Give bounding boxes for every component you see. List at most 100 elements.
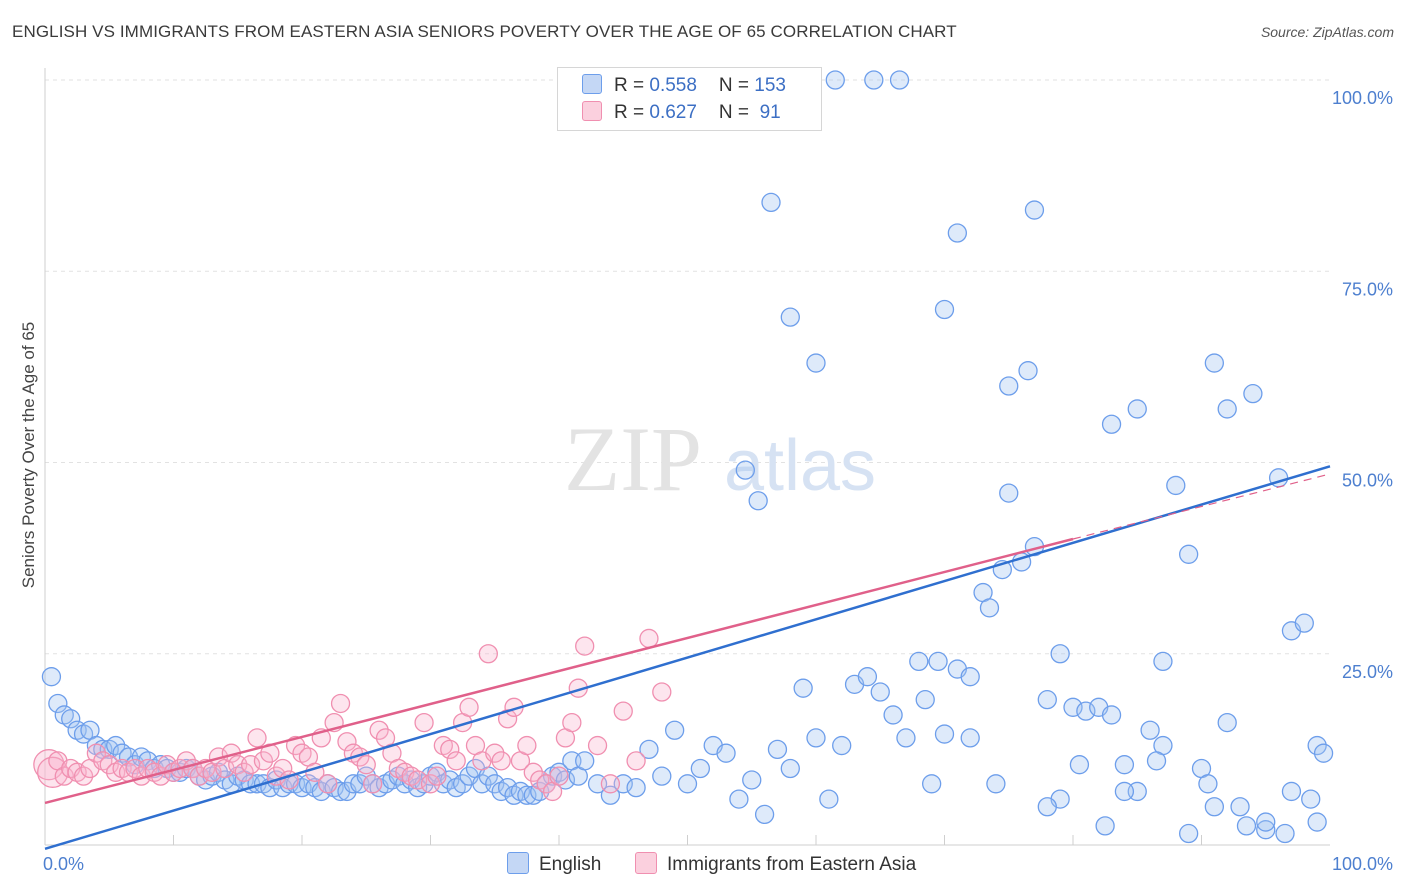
data-point <box>1236 816 1257 836</box>
legend-swatch-english <box>507 852 529 874</box>
data-point <box>1146 751 1167 771</box>
data-point <box>253 751 274 771</box>
data-point <box>979 598 1000 618</box>
data-point <box>742 770 762 790</box>
data-point <box>1114 755 1135 775</box>
series-english-points <box>41 70 1334 844</box>
correlation-legend: R = 0.558 N = 153 R = 0.627 N = 91 <box>557 67 822 131</box>
data-point <box>883 705 903 725</box>
data-point <box>1301 789 1321 809</box>
data-point <box>748 491 768 511</box>
data-point <box>41 667 62 687</box>
data-point <box>832 735 852 756</box>
data-point <box>1037 690 1057 710</box>
data-point <box>1179 823 1199 844</box>
legend-item-english[interactable]: English <box>507 852 601 878</box>
legend-item-eastern-asia[interactable]: Immigrants from Eastern Asia <box>635 852 916 878</box>
y-axis-title: Seniors Poverty Over the Age of 65 <box>19 321 38 589</box>
x-tick-label-start: 0.0% <box>43 854 84 874</box>
data-point <box>999 483 1019 503</box>
data-point <box>1256 812 1276 832</box>
data-point <box>523 762 543 782</box>
data-point <box>767 739 788 760</box>
data-point <box>1101 414 1122 434</box>
data-point <box>793 678 813 698</box>
data-point <box>427 766 447 786</box>
data-point <box>1179 544 1199 564</box>
data-point <box>986 774 1006 794</box>
data-point <box>1069 755 1090 775</box>
data-point <box>1204 797 1224 817</box>
data-point <box>1307 735 1327 756</box>
data-point <box>1101 705 1122 725</box>
data-point <box>1307 812 1327 832</box>
data-point <box>414 712 434 733</box>
data-point <box>247 728 267 748</box>
data-point <box>1198 774 1218 794</box>
n-value: 91 <box>754 102 781 123</box>
source-label: Source: ZipAtlas.com <box>1260 24 1394 40</box>
data-point <box>1095 816 1115 836</box>
data-point <box>337 732 357 752</box>
data-point <box>48 693 68 714</box>
series-legend: English Immigrants from Eastern Asia <box>0 852 1406 878</box>
trend-line <box>44 537 1074 805</box>
data-point <box>780 758 800 779</box>
data-point <box>497 709 518 729</box>
data-point <box>934 299 955 320</box>
legend-label-eastern-asia: Immigrants from Eastern Asia <box>667 854 917 875</box>
data-point <box>356 766 376 786</box>
data-point <box>1050 644 1070 664</box>
data-point <box>626 777 646 798</box>
data-point <box>575 751 595 771</box>
legend-swatch-eastern-asia <box>582 101 602 121</box>
data-point <box>86 743 107 763</box>
data-point <box>690 758 710 779</box>
data-point <box>1037 797 1057 817</box>
data-point <box>517 735 537 756</box>
data-point <box>999 376 1019 396</box>
y-tick-label: 75.0% <box>1342 279 1393 299</box>
data-point <box>587 735 608 756</box>
data-point <box>639 628 659 649</box>
data-point <box>639 739 659 760</box>
data-point <box>600 774 621 794</box>
n-value: 153 <box>754 75 786 96</box>
watermark-atlas: atlas <box>724 426 876 506</box>
data-point <box>754 804 775 825</box>
chart-title: ENGLISH VS IMMIGRANTS FROM EASTERN ASIA … <box>12 22 957 41</box>
legend-swatch-eastern-asia <box>635 852 657 874</box>
legend-swatch-english <box>582 74 602 94</box>
trend-line <box>44 465 1331 851</box>
data-point <box>806 728 826 748</box>
legend-row-english: R = 0.558 N = 153 <box>582 74 786 98</box>
data-point <box>716 743 736 763</box>
data-point <box>960 667 980 687</box>
data-point <box>478 644 498 664</box>
data-point <box>825 70 845 90</box>
data-point <box>870 682 890 702</box>
data-point <box>626 751 646 771</box>
data-point <box>922 774 942 794</box>
r-value: 0.627 <box>649 102 697 123</box>
data-point <box>915 690 935 710</box>
n-label: N = <box>718 75 755 96</box>
data-point <box>729 789 749 809</box>
data-point <box>106 735 126 756</box>
tick-labels: 25.0% 50.0% 75.0% 100.0% 0.0% 100.0% <box>43 88 1393 874</box>
data-point <box>889 70 910 90</box>
r-label: R = <box>614 102 650 123</box>
data-point <box>761 192 781 213</box>
data-point <box>1217 712 1237 733</box>
data-point <box>780 307 800 327</box>
data-point <box>73 766 94 786</box>
data-point <box>665 720 685 740</box>
data-point <box>1140 720 1160 740</box>
legend-label-english: English <box>539 854 602 875</box>
x-tick-label-end: 100.0% <box>1332 854 1393 874</box>
data-point <box>928 651 948 672</box>
data-point <box>934 724 955 744</box>
data-point <box>440 739 460 760</box>
r-label: R = <box>614 75 650 96</box>
trend-line-extension <box>1072 473 1331 540</box>
